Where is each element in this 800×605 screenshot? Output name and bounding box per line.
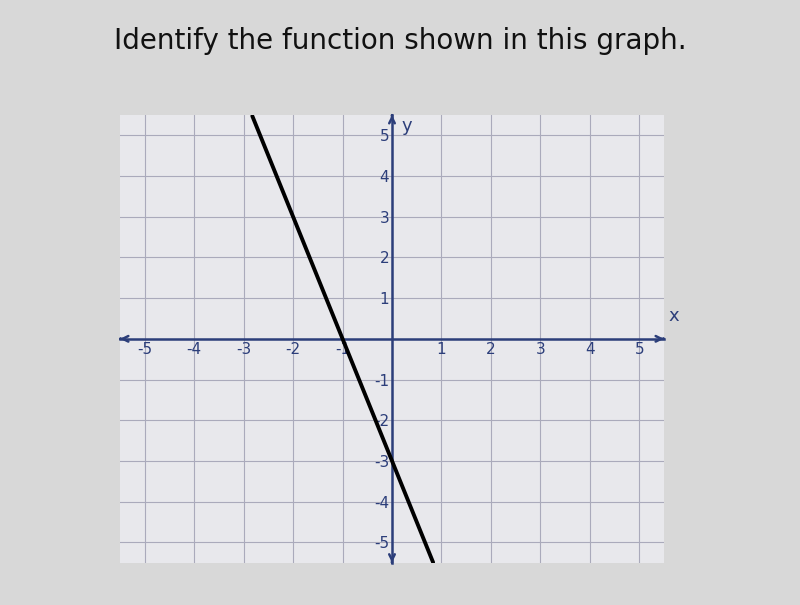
Text: x: x (669, 307, 679, 324)
Text: y: y (402, 117, 413, 135)
Text: Identify the function shown in this graph.: Identify the function shown in this grap… (114, 27, 686, 55)
